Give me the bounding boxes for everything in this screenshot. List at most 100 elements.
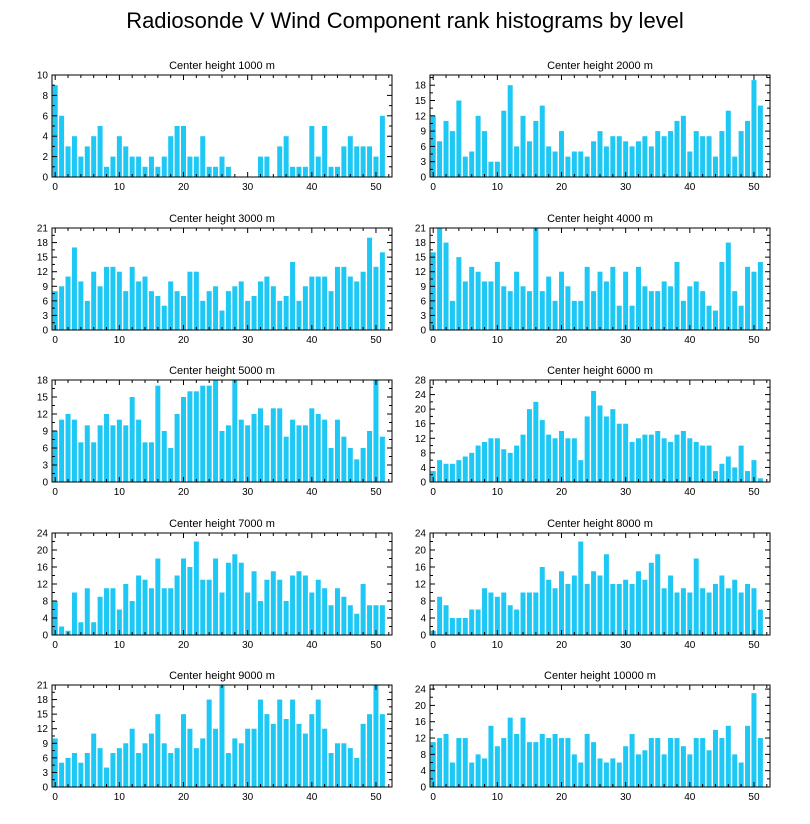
histogram-bar (642, 750, 648, 787)
y-tick-label: 24 (415, 390, 427, 401)
histogram-bar (443, 242, 449, 330)
histogram-bar (571, 438, 577, 482)
y-tick-label: 12 (415, 434, 427, 445)
histogram-bar (322, 588, 328, 635)
histogram-bar (687, 592, 693, 635)
histogram-bar (341, 436, 347, 482)
histogram-bar (219, 156, 225, 177)
histogram-bar (635, 438, 641, 482)
x-tick-label: 30 (620, 335, 632, 346)
histogram-bar (181, 397, 187, 482)
histogram-bar (290, 419, 296, 482)
histogram-bar (738, 762, 744, 787)
y-tick-label: 6 (420, 142, 426, 153)
histogram-bar (642, 136, 648, 177)
y-tick-label: 16 (415, 717, 427, 728)
histogram-bar (616, 584, 622, 635)
histogram-bar (488, 725, 494, 787)
histogram-bar (520, 717, 526, 787)
y-tick-label: 18 (37, 238, 49, 249)
histogram-bar (168, 588, 174, 635)
histogram-bar (565, 438, 571, 482)
histogram-bar (123, 425, 129, 482)
histogram-bar (328, 753, 334, 787)
histogram-bar (501, 286, 507, 330)
histogram-bar (469, 609, 475, 635)
y-tick-label: 28 (415, 376, 427, 387)
histogram-bar (309, 126, 315, 177)
histogram-bar (578, 151, 584, 177)
histogram-bar (181, 558, 187, 635)
histogram-bar (257, 601, 263, 635)
histogram-bar (732, 754, 738, 787)
histogram-bar (629, 441, 635, 482)
histogram-bar (526, 592, 532, 635)
histogram-bar (475, 271, 481, 330)
histogram-bar (475, 754, 481, 787)
histogram-bar (187, 728, 193, 787)
histogram-bar (200, 738, 206, 787)
histogram-bar (78, 762, 84, 787)
histogram-bar (745, 725, 751, 787)
histogram-bar (283, 136, 289, 177)
histogram-bar (206, 699, 212, 787)
x-tick-label: 0 (430, 792, 436, 803)
histogram-bar (616, 305, 622, 330)
x-tick-label: 50 (370, 792, 382, 803)
histogram-bar (725, 588, 731, 635)
histogram-bar (430, 471, 436, 482)
x-tick-label: 0 (430, 640, 436, 651)
histogram-bar (469, 452, 475, 482)
histogram-bar (456, 738, 462, 787)
histogram-bar (155, 385, 161, 482)
histogram-bar (136, 575, 142, 635)
histogram-bar (302, 166, 308, 177)
histogram-bar (462, 618, 468, 635)
histogram-bar (97, 425, 103, 482)
histogram-bar (206, 291, 212, 330)
histogram-bar (257, 156, 263, 177)
histogram-bar (296, 166, 302, 177)
histogram-bar (174, 575, 180, 635)
histogram-bar (142, 579, 148, 635)
y-tick-label: 12 (415, 734, 427, 745)
x-tick-label: 20 (556, 640, 568, 651)
histogram-bar (257, 281, 263, 330)
histogram-bar (270, 723, 276, 787)
y-tick-label: 6 (42, 111, 48, 122)
y-tick-label: 21 (415, 224, 427, 235)
histogram-bar (565, 286, 571, 330)
histogram-bar (591, 571, 597, 635)
histogram-bar (168, 753, 174, 787)
histogram-bar (155, 296, 161, 330)
histogram-bar (123, 584, 129, 635)
histogram-bar (507, 605, 513, 635)
x-tick-label: 30 (620, 792, 632, 803)
histogram-bar (367, 146, 373, 177)
histogram-bar (213, 558, 219, 635)
histogram-bar (584, 416, 590, 482)
histogram-bar (546, 276, 552, 330)
histogram-bar (181, 714, 187, 787)
y-tick-label: 9 (42, 282, 48, 293)
histogram-bar (148, 588, 154, 635)
y-tick-label: 3 (42, 311, 48, 322)
x-tick-label: 30 (242, 640, 254, 651)
histogram-bar (97, 126, 103, 177)
histogram-bar (661, 754, 667, 787)
histogram-bar (469, 762, 475, 787)
histogram-bar (123, 743, 129, 787)
histogram-bar (264, 579, 270, 635)
x-tick-label: 20 (556, 792, 568, 803)
histogram-bar (328, 448, 334, 482)
histogram-bar (347, 748, 353, 787)
histogram-bar (91, 271, 97, 330)
panel-title: Center height 4000 m (547, 213, 653, 225)
histogram-bar (635, 266, 641, 330)
histogram-bar (296, 571, 302, 635)
histogram-bar (354, 146, 360, 177)
histogram-bar (161, 431, 167, 482)
histogram-bar (719, 131, 725, 177)
histogram-bar (642, 286, 648, 330)
x-tick-label: 10 (114, 487, 126, 498)
